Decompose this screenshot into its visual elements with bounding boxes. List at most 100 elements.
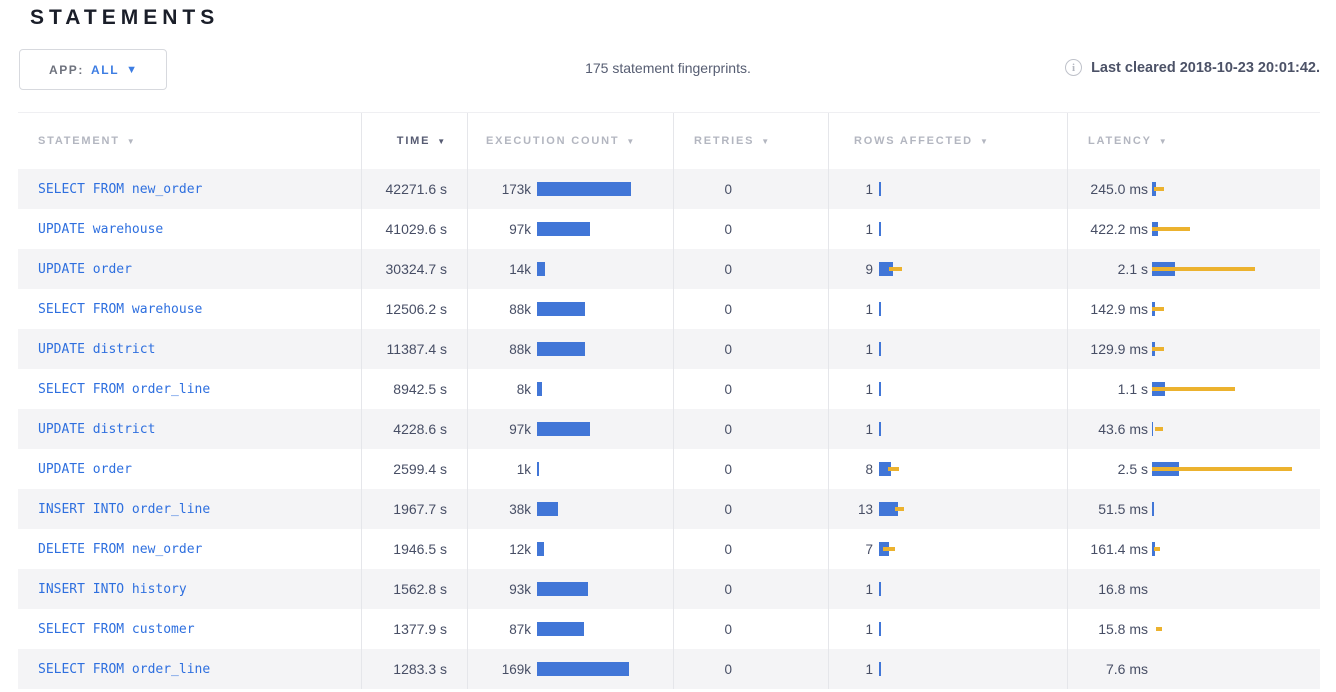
statement-link[interactable]: UPDATE order (38, 461, 132, 477)
execution-count-bar-mean (537, 662, 629, 676)
rows-affected-value: 13 (857, 501, 873, 517)
app-filter-value: ALL (91, 62, 120, 77)
table-row: SELECT FROM new_order 42271.6 s 173k 0 1 245.… (18, 169, 1320, 209)
column-header-statement[interactable]: STATEMENT ▼ (18, 113, 361, 169)
statement-link[interactable]: SELECT FROM warehouse (38, 301, 203, 317)
statement-link[interactable]: UPDATE warehouse (38, 221, 164, 237)
rows-affected-bar-mean (879, 582, 881, 596)
execution-count-value: 12k (509, 541, 531, 557)
retries-value: 0 (724, 381, 732, 397)
rows-affected-value: 1 (865, 421, 873, 437)
execution-count-bar-mean (537, 222, 590, 236)
column-header-time[interactable]: TIME ▼ (361, 113, 467, 169)
rows-affected-value: 1 (865, 301, 873, 317)
info-icon[interactable]: i (1065, 59, 1083, 76)
latency-bar (1152, 569, 1320, 609)
last-cleared: i Last cleared 2018-10-23 20:01:42. (1065, 59, 1320, 76)
statement-cell: UPDATE district (18, 329, 361, 369)
latency-bar (1152, 169, 1320, 209)
time-value: 1377.9 s (361, 609, 467, 649)
statement-link[interactable]: INSERT INTO order_line (38, 501, 211, 517)
rows-affected-bar-mean (879, 262, 893, 276)
statement-link[interactable]: SELECT FROM order_line (38, 661, 211, 677)
retries-cell: 0 (673, 529, 828, 569)
rows-affected-cell: 1 (828, 369, 1067, 409)
app-filter-dropdown[interactable]: APP: ALL ▼ (19, 49, 167, 90)
execution-count-bar-mean (537, 262, 545, 276)
table-row: DELETE FROM new_order 1946.5 s 12k 0 7 161.4 … (18, 529, 1320, 569)
column-header-retries[interactable]: RETRIES ▼ (673, 113, 828, 169)
statement-link[interactable]: SELECT FROM order_line (38, 381, 211, 397)
rows-affected-bar (879, 169, 1067, 209)
latency-bar-mean (1152, 542, 1155, 556)
table-row: UPDATE order 2599.4 s 1k 0 8 2.5 s (18, 449, 1320, 489)
rows-affected-bar-stddev (888, 467, 899, 471)
latency-value: 2.1 s (1117, 261, 1148, 277)
execution-count-bar (537, 289, 673, 329)
execution-count-cell: 14k (467, 249, 673, 289)
latency-value: 2.5 s (1117, 461, 1148, 477)
retries-value: 0 (724, 541, 732, 557)
rows-affected-cell: 1 (828, 209, 1067, 249)
rows-affected-value: 1 (865, 341, 873, 357)
latency-bar-mean (1152, 502, 1154, 516)
execution-count-cell: 88k (467, 289, 673, 329)
latency-cell: 142.9 ms (1067, 289, 1320, 329)
execution-count-bar (537, 609, 673, 649)
execution-count-cell: 8k (467, 369, 673, 409)
statement-link[interactable]: UPDATE district (38, 421, 156, 437)
column-header-label: STATEMENT (38, 135, 120, 147)
table-row: SELECT FROM customer 1377.9 s 87k 0 1 15.8 ms (18, 609, 1320, 649)
statement-link[interactable]: UPDATE district (38, 341, 156, 357)
retries-cell: 0 (673, 289, 828, 329)
statement-link[interactable]: SELECT FROM customer (38, 621, 195, 637)
latency-bar-mean (1152, 422, 1153, 436)
rows-affected-bar (879, 529, 1067, 569)
latency-bar-stddev (1152, 227, 1190, 231)
retries-cell: 0 (673, 169, 828, 209)
execution-count-value: 93k (509, 581, 531, 597)
rows-affected-bar-mean (879, 382, 881, 396)
app-filter-label: APP: (48, 62, 85, 77)
rows-affected-bar-mean (879, 342, 881, 356)
latency-cell: 2.5 s (1067, 449, 1320, 489)
table-row: UPDATE order 30324.7 s 14k 0 9 2.1 s (18, 249, 1320, 289)
rows-affected-value: 1 (865, 661, 873, 677)
statement-link[interactable]: UPDATE order (38, 261, 132, 277)
latency-value: 129.9 ms (1090, 341, 1148, 357)
execution-count-bar (537, 569, 673, 609)
latency-cell: 1.1 s (1067, 369, 1320, 409)
rows-affected-cell: 1 (828, 289, 1067, 329)
column-header-latency[interactable]: LATENCY ▼ (1067, 113, 1320, 169)
rows-affected-bar (879, 609, 1067, 649)
statement-link[interactable]: SELECT FROM new_order (38, 181, 203, 197)
sort-arrow-icon: ▼ (979, 137, 990, 146)
sort-arrow-icon: ▼ (1158, 137, 1169, 146)
rows-affected-bar (879, 289, 1067, 329)
rows-affected-bar (879, 249, 1067, 289)
rows-affected-cell: 13 (828, 489, 1067, 529)
execution-count-bar-mean (537, 542, 544, 556)
execution-count-bar-mean (537, 462, 539, 476)
rows-affected-cell: 8 (828, 449, 1067, 489)
rows-affected-cell: 1 (828, 329, 1067, 369)
latency-cell: 245.0 ms (1067, 169, 1320, 209)
retries-value: 0 (724, 581, 732, 597)
rows-affected-bar (879, 369, 1067, 409)
statement-link[interactable]: DELETE FROM new_order (38, 541, 203, 557)
latency-bar-stddev (1152, 347, 1164, 351)
execution-count-value: 1k (516, 461, 531, 477)
rows-affected-value: 1 (865, 621, 873, 637)
statement-link[interactable]: INSERT INTO history (38, 581, 187, 597)
time-value: 1283.3 s (361, 649, 467, 689)
column-header-execution-count[interactable]: EXECUTION COUNT ▼ (467, 113, 673, 169)
chevron-down-icon: ▼ (126, 64, 138, 76)
execution-count-bar (537, 209, 673, 249)
latency-bar-stddev (1154, 187, 1164, 191)
retries-cell: 0 (673, 649, 828, 689)
table-row: INSERT INTO order_line 1967.7 s 38k 0 13 51.5… (18, 489, 1320, 529)
execution-count-cell: 93k (467, 569, 673, 609)
retries-value: 0 (724, 501, 732, 517)
column-header-rows-affected[interactable]: ROWS AFFECTED ▼ (828, 113, 1067, 169)
statement-cell: SELECT FROM order_line (18, 649, 361, 689)
